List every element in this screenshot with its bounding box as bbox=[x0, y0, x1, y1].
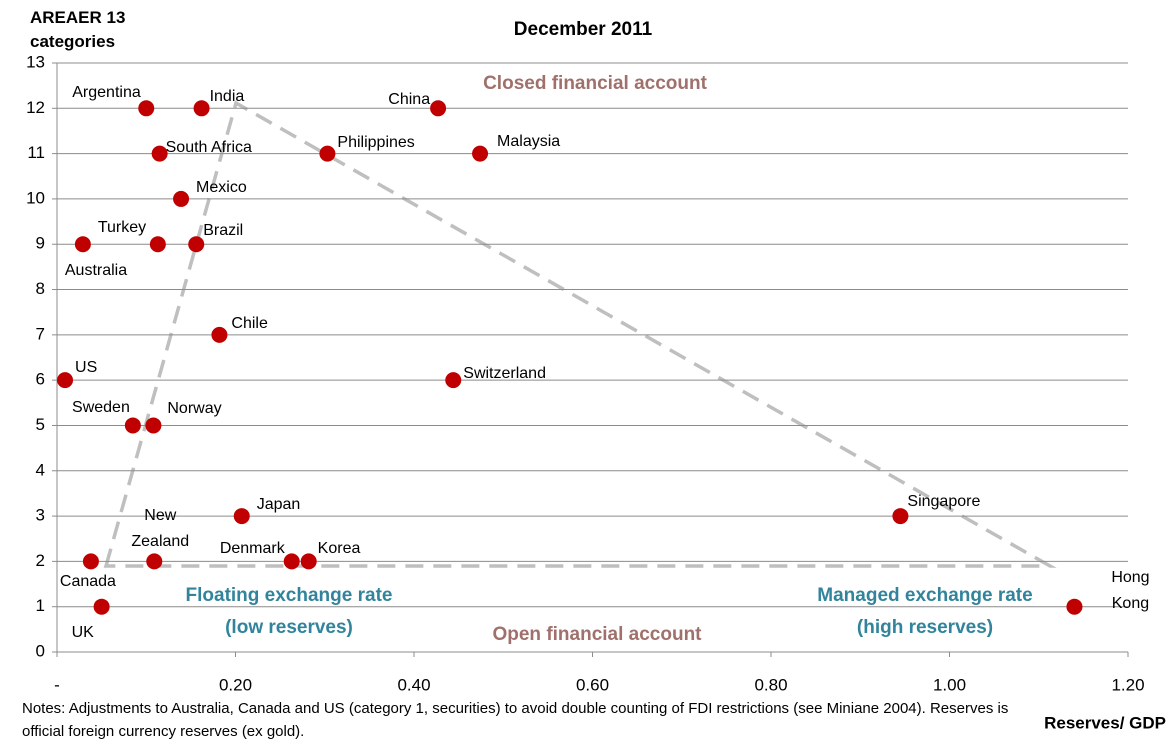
annotation: (high reserves) bbox=[856, 617, 994, 638]
y-tick-label: 4 bbox=[36, 460, 45, 479]
point bbox=[445, 372, 462, 389]
point bbox=[124, 417, 141, 434]
x-tick-label: 0.40 bbox=[397, 675, 430, 694]
point bbox=[146, 553, 163, 570]
y-tick-label: 10 bbox=[26, 188, 45, 207]
point-label: Japan bbox=[256, 496, 301, 514]
chart-title: December 2011 bbox=[514, 19, 653, 40]
point bbox=[173, 190, 190, 207]
point bbox=[430, 100, 447, 117]
annotation: Managed exchange rate bbox=[817, 585, 1033, 606]
point bbox=[151, 145, 168, 162]
annotation: Closed financial account bbox=[483, 73, 707, 94]
point-label: Switzerland bbox=[463, 365, 546, 383]
point-label: Argentina bbox=[72, 84, 141, 102]
point-label: Australia bbox=[64, 262, 128, 280]
point-label: Sweden bbox=[72, 399, 130, 417]
point bbox=[211, 326, 228, 343]
point bbox=[82, 553, 99, 570]
y-tick-label: 2 bbox=[36, 551, 45, 570]
point bbox=[472, 145, 489, 162]
y-tick-label: 3 bbox=[36, 506, 45, 525]
point-label: New Zealand bbox=[131, 507, 190, 551]
point bbox=[138, 100, 155, 117]
x-tick-label: 1.20 bbox=[1111, 675, 1144, 694]
point bbox=[57, 372, 74, 389]
x-tick-label: 0.80 bbox=[754, 675, 787, 694]
y-tick-label: 11 bbox=[27, 143, 45, 162]
point bbox=[74, 236, 91, 253]
y-tick-label: 6 bbox=[36, 370, 45, 389]
notes: Notes: Adjustments to Australia, Canada … bbox=[22, 700, 1009, 740]
y-tick-label: 0 bbox=[36, 641, 45, 660]
point bbox=[300, 553, 317, 570]
annotation: Open financial account bbox=[492, 624, 702, 645]
point-label: Turkey bbox=[97, 219, 147, 237]
point-label: US bbox=[75, 359, 98, 377]
point bbox=[193, 100, 210, 117]
point-label: Singapore bbox=[907, 493, 981, 511]
y-tick-label: 12 bbox=[26, 98, 45, 117]
point-label: Korea bbox=[317, 540, 361, 558]
y-tick-label: 1 bbox=[36, 596, 45, 615]
point-label: Norway bbox=[167, 400, 222, 418]
annotation: (low reserves) bbox=[225, 617, 353, 638]
x-axis-label: Reserves/ GDP bbox=[1044, 713, 1166, 732]
annotation: Floating exchange rate bbox=[185, 585, 393, 606]
point-label: Canada bbox=[59, 573, 116, 591]
y-tick-label: 5 bbox=[36, 415, 45, 434]
x-tick-label: 0.20 bbox=[219, 675, 252, 694]
y-tick-label: 8 bbox=[36, 279, 45, 298]
point bbox=[1066, 598, 1083, 615]
point-label: Malaysia bbox=[497, 132, 561, 150]
point bbox=[319, 145, 336, 162]
point-label: UK bbox=[71, 623, 94, 641]
point-label: China bbox=[388, 91, 431, 109]
point bbox=[892, 508, 909, 525]
point-label: Denmark bbox=[219, 540, 285, 558]
y-tick-label: 9 bbox=[36, 234, 45, 253]
point bbox=[188, 236, 205, 253]
point bbox=[145, 417, 162, 434]
point-label: South Africa bbox=[165, 138, 252, 156]
y-axis-label: AREAER 13 categories bbox=[30, 8, 126, 51]
point bbox=[149, 236, 166, 253]
point bbox=[233, 508, 250, 525]
point-label: Hong Kong bbox=[1111, 568, 1150, 612]
point bbox=[283, 553, 300, 570]
point-label: Philippines bbox=[337, 133, 415, 151]
point-label: Chile bbox=[231, 314, 268, 332]
x-tick-label: 0.60 bbox=[576, 675, 609, 694]
point bbox=[93, 598, 110, 615]
x-tick-label: - bbox=[54, 675, 60, 694]
point-label: Brazil bbox=[203, 222, 244, 240]
point-label: India bbox=[209, 88, 245, 106]
point-label: Mexico bbox=[196, 178, 247, 196]
x-tick-label: 1.00 bbox=[933, 675, 966, 694]
y-tick-label: 13 bbox=[26, 52, 45, 71]
y-tick-label: 7 bbox=[36, 324, 45, 343]
